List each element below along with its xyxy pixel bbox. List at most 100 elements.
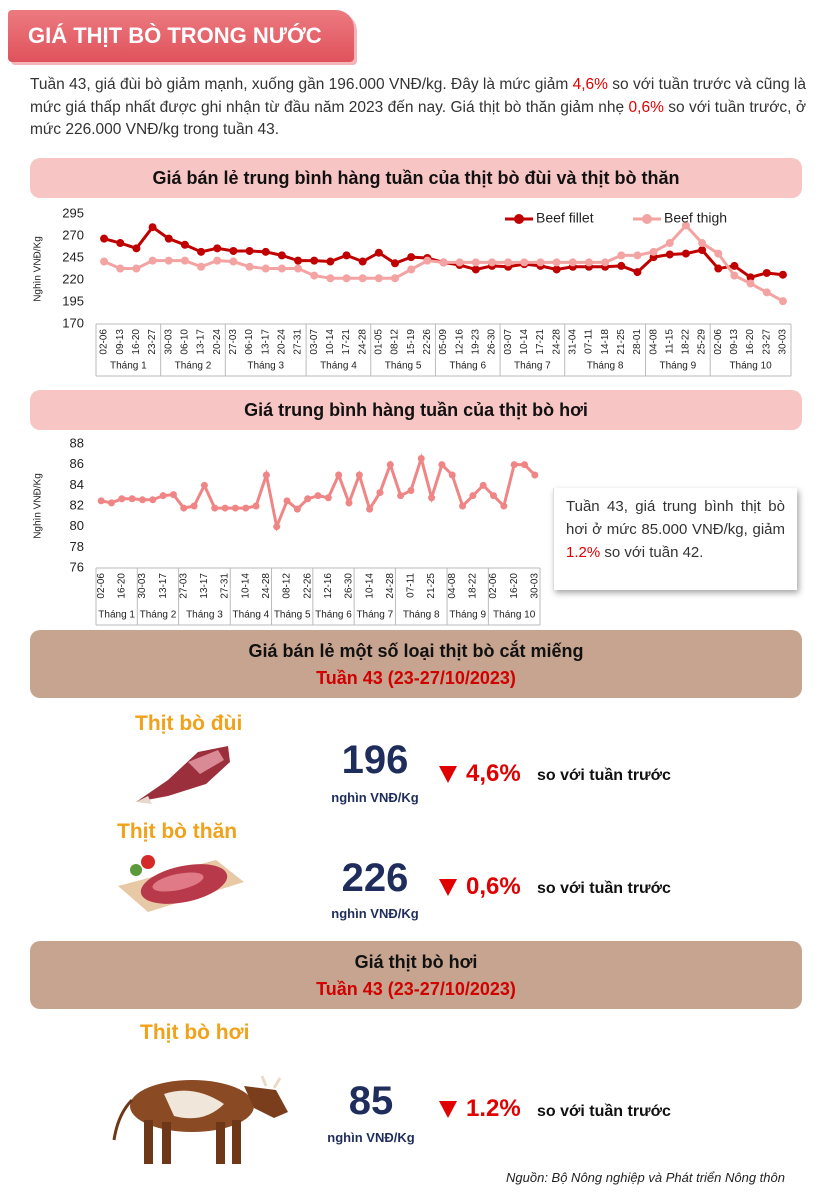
x-tick-label: 04-08: [648, 329, 659, 355]
point: [180, 256, 189, 265]
y-tick-label: 295: [62, 205, 84, 220]
point: [762, 288, 771, 297]
group-label: Tháng 3: [247, 361, 284, 372]
point: [471, 265, 480, 274]
point: [261, 247, 270, 256]
section-title: Giá thịt bò hơi: [354, 952, 478, 972]
x-tick-label: 06-10: [244, 329, 255, 355]
group-label: Tháng 1: [98, 610, 135, 621]
intro-text: Tuần 43, giá đùi bò giảm mạnh, xuống gần…: [30, 76, 573, 93]
note-text: so với tuần 42.: [600, 544, 704, 561]
x-tick-label: 07-11: [406, 573, 417, 598]
point: [455, 258, 464, 267]
point: [469, 492, 477, 500]
point: [180, 240, 189, 249]
point: [552, 258, 561, 267]
point: [149, 496, 157, 504]
x-tick-label: 10-14: [240, 573, 251, 599]
point: [148, 223, 157, 232]
point: [197, 262, 206, 271]
point: [314, 492, 322, 500]
x-tick-label: 15-19: [406, 329, 417, 355]
x-tick-label: 23-27: [147, 329, 158, 355]
y-tick-label: 80: [70, 518, 84, 533]
x-tick-label: 13-17: [199, 573, 210, 599]
chart: 170 195 220 245 270 295 Nghìn VNĐ/Kg 02-06 09-13…: [33, 205, 792, 377]
item-compare: so với tuần trước: [537, 1103, 671, 1120]
x-tick-label: 23-27: [761, 329, 772, 355]
point: [358, 274, 367, 283]
x-tick-label: 12-16: [454, 329, 465, 355]
item-change: 1.2%: [466, 1095, 521, 1122]
point: [730, 261, 739, 270]
point: [97, 497, 105, 505]
x-tick-label: 01-05: [373, 329, 384, 355]
item-compare: so với tuần trước: [537, 767, 671, 784]
x-tick-label: 26-30: [487, 329, 498, 355]
x-tick-label: 16-20: [509, 573, 520, 599]
item-name: Thịt bò thăn: [117, 820, 238, 843]
x-tick-label: 13-17: [196, 329, 207, 355]
point: [283, 497, 291, 505]
point: [118, 495, 126, 503]
point: [665, 250, 674, 259]
point: [229, 257, 238, 266]
point: [633, 251, 642, 260]
point: [293, 505, 301, 513]
x-tick-label: 03-07: [503, 329, 514, 355]
x-tick-label: 02-06: [96, 573, 107, 599]
point: [391, 259, 400, 268]
point: [221, 504, 229, 512]
x-tick-label: 08-12: [282, 573, 293, 599]
y-tick-label: 84: [70, 477, 84, 492]
point: [536, 258, 545, 267]
down-arrow: [439, 1101, 457, 1118]
point: [100, 257, 109, 266]
point: [294, 264, 303, 273]
x-tick-label: 09-13: [115, 329, 126, 355]
x-tick-label: 20-24: [277, 329, 288, 355]
page-title: GIÁ THỊT BÒ TRONG NƯỚC: [8, 10, 354, 62]
loin-image: [118, 855, 244, 912]
group-label: Tháng 5: [274, 610, 311, 621]
x-tick-label: 02-06: [713, 329, 724, 355]
point: [164, 256, 173, 265]
x-tick-label: 14-18: [600, 329, 611, 355]
x-tick-label: 06-10: [180, 329, 191, 355]
x-tick-label: 22-26: [302, 573, 313, 599]
point: [190, 502, 198, 510]
point: [407, 265, 416, 274]
item-value: 196: [341, 738, 409, 782]
point: [200, 481, 208, 489]
y-tick-label: 270: [62, 227, 84, 242]
x-tick-label: 16-20: [116, 573, 127, 599]
point: [116, 239, 125, 248]
point: [159, 492, 167, 500]
x-tick-label: 21-25: [426, 573, 437, 599]
point: [762, 268, 771, 277]
point: [355, 471, 363, 479]
point: [197, 247, 206, 256]
x-tick-label: 27-03: [228, 329, 239, 355]
point: [128, 495, 136, 503]
x-tick-label: 04-08: [447, 573, 458, 599]
item-unit: nghìn VNĐ/Kg: [331, 790, 419, 805]
x-tick-label: 28-01: [632, 329, 643, 355]
x-tick-label: 02-06: [99, 329, 110, 355]
point: [180, 504, 188, 512]
item-unit: nghìn VNĐ/Kg: [327, 1130, 415, 1145]
point: [730, 271, 739, 280]
point: [231, 504, 239, 512]
point: [213, 256, 222, 265]
point: [397, 492, 405, 500]
section-header: Giá thịt bò hơi Tuần 43 (23-27/10/2023): [30, 941, 802, 1009]
point: [324, 494, 332, 502]
point: [520, 258, 529, 267]
legend-marker: [514, 214, 524, 224]
chart: 76 78 80 82 84 86 88 Nghìn VNĐ/Kg 02-06 16-20 30-0…: [33, 435, 541, 626]
point: [459, 502, 467, 510]
point: [531, 471, 539, 479]
y-tick-label: 245: [62, 249, 84, 264]
point: [617, 251, 626, 260]
